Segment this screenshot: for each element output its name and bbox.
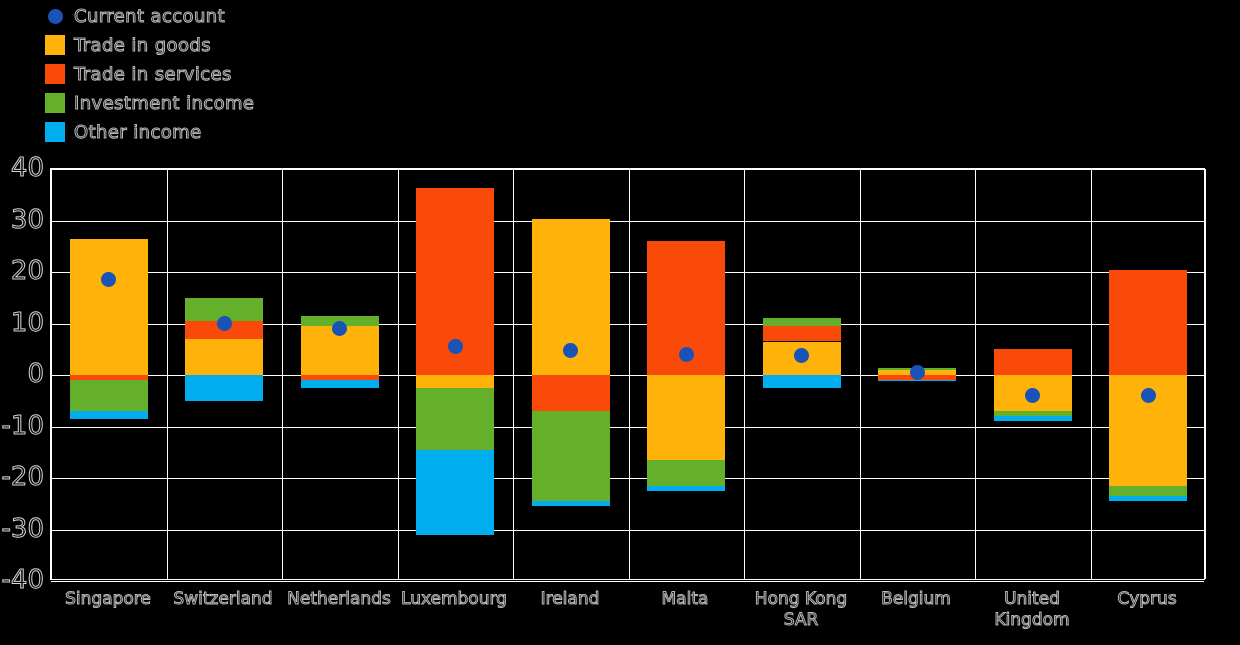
bar-segment bbox=[763, 375, 841, 388]
y-tick-label: -20 bbox=[1, 462, 44, 493]
x-axis-label: Malta bbox=[661, 589, 709, 610]
chart-legend: Current account Trade in goods Trade in … bbox=[45, 5, 255, 143]
legend-item-trade-in-services: Trade in services bbox=[45, 63, 254, 85]
gridline-horizontal bbox=[51, 324, 1204, 325]
gridline-vertical bbox=[744, 169, 745, 579]
legend-label-current-account: Current account bbox=[73, 5, 226, 27]
plot-area bbox=[50, 168, 1206, 582]
current-account-marker-icon bbox=[48, 8, 63, 24]
x-axis-label: Cyprus bbox=[1117, 589, 1177, 610]
bar-segment bbox=[416, 375, 494, 388]
bar-segment bbox=[185, 339, 263, 375]
x-axis-label: Hong Kong SAR bbox=[754, 589, 848, 631]
current-account-dot bbox=[101, 272, 116, 287]
gridline-vertical bbox=[51, 169, 52, 579]
current-account-dot bbox=[563, 343, 578, 358]
current-account-dot bbox=[910, 365, 925, 380]
bar-segment bbox=[185, 375, 263, 401]
y-tick-label: -10 bbox=[1, 411, 44, 442]
legend-item-trade-in-goods: Trade in goods bbox=[45, 34, 254, 56]
gridline-vertical bbox=[167, 169, 168, 579]
bar-segment bbox=[301, 380, 379, 388]
gridline-horizontal bbox=[51, 530, 1204, 531]
current-account-dot bbox=[679, 347, 694, 362]
gridline-horizontal bbox=[51, 427, 1204, 428]
bar-segment bbox=[532, 501, 610, 506]
legend-item-current-account: Current account bbox=[45, 5, 254, 27]
y-tick-label: 40 bbox=[10, 153, 44, 184]
current-account-dot bbox=[794, 348, 809, 363]
other-income-marker-icon bbox=[45, 122, 65, 142]
bar-segment bbox=[301, 375, 379, 380]
gridline-vertical bbox=[1091, 169, 1092, 579]
bar-segment bbox=[994, 349, 1072, 375]
bar-segment bbox=[70, 411, 148, 419]
gridline-vertical bbox=[513, 169, 514, 579]
gridline-horizontal bbox=[51, 581, 1204, 582]
bar-segment bbox=[647, 486, 725, 491]
legend-label-investment-income: Investment income bbox=[73, 92, 255, 114]
legend-label-trade-in-services: Trade in services bbox=[74, 63, 232, 85]
x-axis-label: Luxembourg bbox=[401, 589, 508, 610]
y-tick-label: -40 bbox=[1, 565, 44, 596]
x-axis-label: Singapore bbox=[65, 589, 152, 610]
bar-segment bbox=[532, 375, 610, 411]
investment-income-marker-icon bbox=[45, 93, 65, 113]
current-account-dot bbox=[1141, 388, 1156, 403]
bar-segment bbox=[763, 326, 841, 341]
trade-in-goods-marker-icon bbox=[45, 35, 65, 55]
x-axis-label: Ireland bbox=[540, 589, 600, 610]
bar-segment bbox=[647, 460, 725, 486]
gridline-vertical bbox=[860, 169, 861, 579]
bar-segment bbox=[70, 380, 148, 411]
bar-segment bbox=[994, 411, 1072, 416]
y-tick-label: 10 bbox=[10, 308, 44, 339]
legend-label-trade-in-goods: Trade in goods bbox=[74, 34, 212, 56]
gridline-vertical bbox=[282, 169, 283, 579]
bar-segment bbox=[1109, 270, 1187, 375]
x-axis-label: United Kingdom bbox=[994, 589, 1070, 631]
bar-segment bbox=[416, 388, 494, 450]
bar-segment bbox=[532, 411, 610, 501]
bar-segment bbox=[70, 375, 148, 380]
bar-segment bbox=[763, 318, 841, 326]
bar-segment bbox=[185, 298, 263, 321]
x-axis-label: Switzerland bbox=[173, 589, 273, 610]
current-account-dot bbox=[217, 316, 232, 331]
gridline-horizontal bbox=[51, 478, 1204, 479]
gridline-horizontal bbox=[51, 221, 1204, 222]
current-account-dot bbox=[332, 321, 347, 336]
y-tick-label: -30 bbox=[1, 514, 44, 545]
y-tick-label: 30 bbox=[10, 205, 44, 236]
gridline-vertical bbox=[398, 169, 399, 579]
legend-item-other-income: Other income bbox=[45, 121, 254, 143]
y-tick-label: 0 bbox=[27, 359, 45, 390]
gridline-horizontal bbox=[51, 375, 1204, 376]
bar-segment bbox=[1109, 486, 1187, 496]
bar-segment bbox=[416, 450, 494, 535]
gridline-vertical bbox=[1205, 169, 1206, 579]
current-account-dot bbox=[448, 339, 463, 354]
gridline-vertical bbox=[975, 169, 976, 579]
bar-segment bbox=[70, 239, 148, 375]
gridline-horizontal bbox=[51, 272, 1204, 273]
legend-label-other-income: Other income bbox=[74, 121, 202, 143]
x-axis-label: Belgium bbox=[881, 589, 952, 610]
gridline-vertical bbox=[629, 169, 630, 579]
bar-segment bbox=[647, 375, 725, 460]
legend-item-investment-income: Investment income bbox=[45, 92, 255, 114]
bar-segment bbox=[994, 416, 1072, 421]
bar-segment bbox=[878, 380, 956, 381]
current-account-dot bbox=[1025, 388, 1040, 403]
y-tick-label: 20 bbox=[10, 256, 44, 287]
trade-in-services-marker-icon bbox=[45, 64, 65, 84]
gridline-horizontal bbox=[51, 169, 1204, 170]
bar-segment bbox=[1109, 496, 1187, 501]
x-axis-label: Netherlands bbox=[287, 589, 392, 610]
